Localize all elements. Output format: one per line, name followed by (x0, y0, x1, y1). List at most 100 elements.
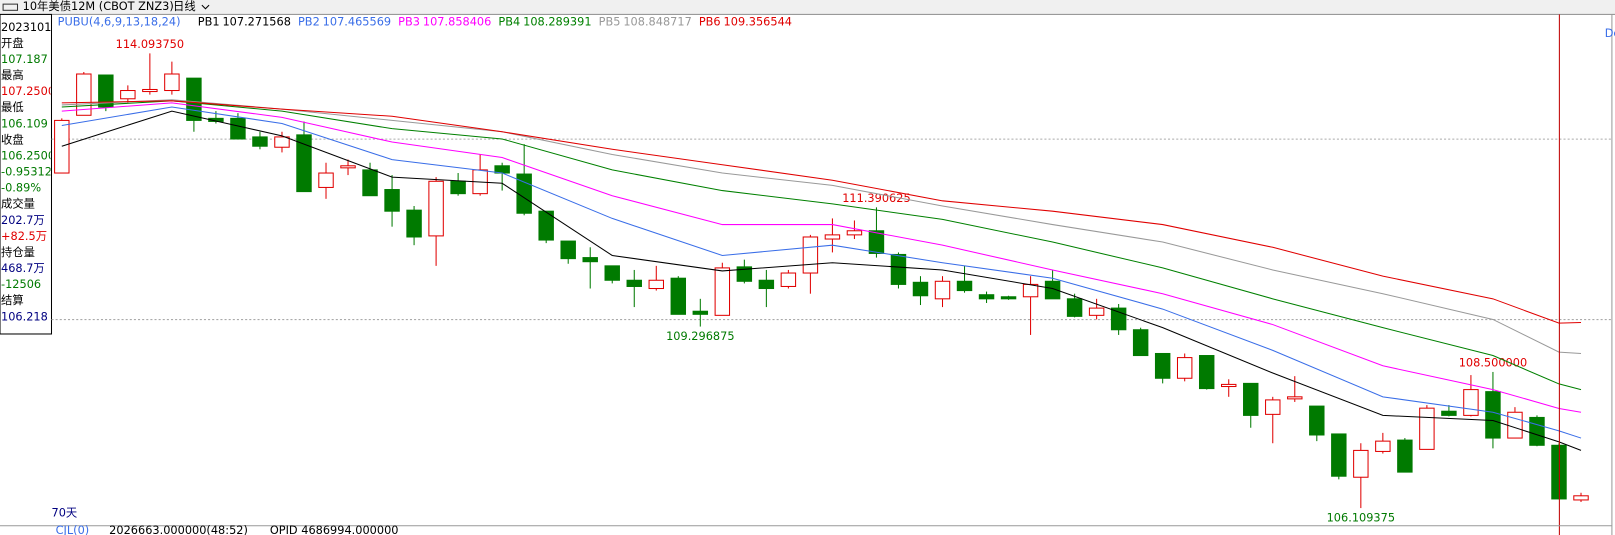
candle-body (1463, 389, 1479, 416)
legend-value: 109.356544 (724, 15, 792, 29)
legend-value: 107.271568 (222, 15, 290, 29)
candle-body (1441, 410, 1457, 416)
candle-body (934, 280, 951, 300)
info-panel-item: 结算 (1, 293, 24, 307)
candle-body (164, 73, 180, 92)
candle-body (406, 209, 422, 238)
footer-item: 2026663.000000(48:52) (109, 523, 248, 535)
candle-body (142, 88, 158, 93)
info-panel-item: 107.2500 (1, 84, 55, 98)
candle-body (340, 165, 356, 169)
candle-body (1221, 383, 1237, 388)
candle-body (1485, 391, 1501, 439)
info-panel-item: 202.7万 (1, 213, 45, 227)
indicator-line (61, 110, 1582, 451)
candle-body (1088, 307, 1105, 316)
candle-body (384, 189, 400, 212)
info-panel-item: 106.2500 (1, 148, 55, 162)
info-panel-item: 收盘 (1, 132, 24, 146)
candle-body (582, 257, 598, 263)
candle-body (1419, 407, 1435, 450)
info-panel-item: -12506 (1, 277, 41, 291)
candle-body (648, 279, 664, 290)
legend-name: PB5 (599, 15, 621, 29)
indicator-line (61, 99, 1582, 355)
candle-body (186, 77, 202, 121)
candle-body (1397, 439, 1413, 473)
candle-body (318, 172, 334, 188)
candle-body (868, 230, 885, 254)
legend-name: PB3 (398, 15, 420, 29)
candle-body (890, 253, 907, 285)
legend-value: 107.858406 (423, 15, 491, 29)
instrument-title[interactable]: 10年美债12M (CBOT ZNZ3) (23, 0, 174, 13)
candle-body (626, 279, 642, 287)
candle-body (1000, 296, 1017, 300)
candle-body (692, 310, 709, 315)
candle-body (428, 180, 444, 237)
candle-body (1309, 405, 1325, 436)
info-panel-item: 106.109 (1, 116, 48, 130)
candle-body (1176, 357, 1193, 379)
candle-body (560, 240, 576, 260)
candle-body (1066, 298, 1083, 317)
low-label: 109.296875 (666, 329, 734, 343)
high-label: 111.390625 (842, 191, 910, 205)
candle-body (1375, 440, 1391, 452)
candle-body (1022, 283, 1039, 298)
legend-name: PB1 (198, 15, 220, 29)
candle-body (230, 117, 246, 140)
candle-body (538, 210, 554, 241)
candle-body (1132, 329, 1149, 357)
candle-body (1353, 449, 1369, 478)
candle-body (758, 279, 775, 290)
candle-body (1265, 399, 1281, 415)
indicator-line (61, 100, 1582, 391)
footer-item: OPID 4686994.000000 (270, 523, 399, 535)
candle-body (802, 236, 819, 274)
candle-body (714, 267, 731, 316)
legend-value: 108.848717 (623, 15, 691, 29)
info-panel-item: 107.187 (1, 52, 48, 66)
legend-value: 108.289391 (523, 15, 591, 29)
menu-arrow[interactable] (201, 4, 210, 10)
candle-body (362, 169, 378, 197)
low-label: 106.109375 (1327, 510, 1395, 524)
candle-body (780, 272, 797, 287)
info-panel-item: 开盘 (1, 36, 24, 50)
candle-body (978, 294, 995, 300)
footer-item: CJL(0) (56, 523, 90, 535)
candle-body (1287, 396, 1303, 400)
link-icon[interactable] (2, 3, 19, 11)
candle-body (98, 74, 114, 108)
candle-body (450, 180, 466, 195)
high-label: 114.093750 (116, 37, 184, 51)
candle-body (604, 265, 620, 281)
high-label: 108.500000 (1459, 356, 1527, 370)
candle-body (1243, 382, 1259, 416)
candle-body (252, 136, 268, 147)
period-menu[interactable]: 日线 (173, 0, 196, 13)
candle-body (1507, 411, 1523, 439)
info-panel-item: 成交量 (1, 197, 35, 211)
candle-body (824, 234, 841, 240)
candle-body (1044, 280, 1061, 300)
info-panel-item: 468.7万 (1, 261, 45, 275)
candle-body (120, 90, 136, 100)
info-panel-item: 106.218 (1, 309, 48, 323)
footer: CJL(0) 2026663.000000(48:52) OPID 4686994.… (56, 523, 399, 535)
candle-body (1198, 355, 1215, 390)
candle-body (670, 277, 687, 315)
candle-body (1331, 433, 1347, 477)
legend-name: PB2 (298, 15, 320, 29)
info-panel-item: -0.89% (1, 181, 41, 195)
info-panel-item: 最高 (1, 68, 24, 82)
indicator-line (61, 106, 1582, 439)
top-bar (0, 0, 1615, 15)
legend-name: PB6 (699, 15, 721, 29)
legend-value: 107.465569 (323, 15, 391, 29)
candle-body (846, 230, 863, 236)
candle-body (296, 134, 312, 193)
candle-body (54, 119, 70, 174)
